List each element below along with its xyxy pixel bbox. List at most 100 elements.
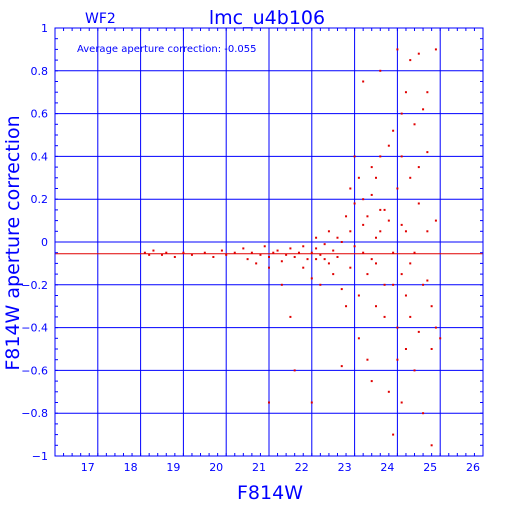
data-point-25 [297, 251, 300, 254]
data-point-14 [246, 258, 249, 261]
data-point-60 [310, 401, 313, 404]
data-point-119 [426, 279, 429, 282]
data-point-8 [203, 251, 206, 254]
data-point-84 [387, 144, 390, 147]
data-point-17 [263, 245, 266, 248]
x-tick-label-7: 24 [380, 461, 394, 474]
x-tick-labels: 17 18 19 20 21 22 23 24 25 26 [81, 461, 480, 474]
y-tick-label-4: 0.2 [31, 193, 49, 206]
data-point-123 [400, 223, 403, 226]
data-point-107 [434, 48, 437, 51]
data-point-47 [332, 273, 335, 276]
y-tick-label-10: −1 [32, 450, 48, 463]
data-point-13 [242, 247, 245, 250]
data-point-51 [349, 266, 352, 269]
data-point-112 [413, 123, 416, 126]
x-axis-label: F814W [237, 482, 303, 504]
y-tick-label-7: −0.4 [21, 322, 48, 335]
data-point-127 [434, 326, 437, 329]
y-tick-label-0: 1 [41, 22, 48, 35]
data-point-55 [366, 273, 369, 276]
data-point-75 [370, 166, 373, 169]
data-point-103 [417, 52, 420, 55]
data-point-21 [280, 260, 283, 263]
data-point-121 [383, 208, 386, 211]
annotation-average-correction: Average aperture correction: -0.055 [77, 44, 257, 55]
data-point-106 [430, 348, 433, 350]
data-point-74 [366, 358, 369, 361]
data-point-82 [400, 273, 403, 276]
data-point-94 [430, 305, 433, 308]
data-point-4 [165, 251, 168, 254]
data-point-124 [409, 262, 412, 265]
data-point-19 [272, 251, 275, 254]
data-point-0 [143, 251, 146, 254]
data-point-31 [323, 243, 326, 246]
data-point-22 [285, 253, 288, 256]
data-point-43 [315, 236, 318, 239]
data-point-9 [212, 255, 215, 258]
data-point-117 [400, 401, 403, 404]
data-point-73 [362, 198, 365, 201]
x-tick-label-2: 19 [166, 461, 180, 474]
data-point-78 [383, 315, 386, 318]
x-tick-label-8: 25 [423, 461, 437, 474]
y-tick-label-2: 0.6 [31, 108, 49, 121]
data-point-95 [434, 219, 437, 222]
data-point-99 [400, 112, 403, 115]
data-point-118 [417, 330, 420, 333]
data-point-97 [392, 433, 395, 436]
x-tick-label-1: 18 [124, 461, 138, 474]
data-point-120 [375, 176, 377, 179]
data-point-24 [293, 255, 296, 258]
data-point-11 [225, 253, 228, 256]
data-point-104 [422, 412, 425, 415]
data-point-110 [396, 48, 399, 51]
data-point-29 [315, 247, 318, 250]
data-point-101 [409, 59, 412, 62]
data-point-80 [392, 251, 395, 254]
data-point-10 [220, 249, 223, 252]
data-point-20 [276, 249, 279, 252]
data-point-45 [323, 258, 326, 261]
y-tick-label-1: 0.8 [31, 65, 49, 78]
data-points [143, 48, 442, 447]
data-point-1 [148, 253, 151, 256]
data-point-53 [357, 294, 360, 297]
data-point-5 [173, 255, 176, 258]
data-point-41 [302, 266, 305, 269]
data-point-56 [370, 193, 373, 196]
data-point-27 [306, 258, 309, 261]
data-point-42 [310, 277, 313, 280]
data-point-85 [392, 129, 395, 132]
data-point-131 [345, 305, 348, 308]
data-point-114 [430, 444, 433, 447]
data-point-36 [255, 262, 258, 265]
data-point-40 [293, 369, 296, 372]
data-point-89 [409, 176, 412, 179]
data-point-125 [417, 166, 420, 169]
data-point-88 [404, 294, 407, 297]
data-point-66 [357, 176, 360, 179]
x-tick-label-6: 23 [338, 461, 352, 474]
data-point-109 [379, 69, 382, 72]
data-point-100 [404, 348, 407, 350]
x-tick-label-3: 20 [209, 461, 223, 474]
y-tick-labels: 1 0.8 0.6 0.4 0.2 0 −0.2 −0.4 −0.6 −0.8 −1 [21, 22, 48, 463]
x-tick-label-4: 21 [252, 461, 266, 474]
data-point-71 [379, 155, 382, 158]
data-point-77 [379, 208, 382, 211]
y-axis-label: F814W aperture correction [2, 115, 24, 370]
y-tick-label-5: 0 [41, 236, 48, 249]
data-point-28 [310, 251, 313, 254]
x-tick-label-5: 22 [295, 461, 309, 474]
data-point-130 [349, 187, 352, 190]
data-point-30 [319, 253, 322, 256]
data-point-61 [340, 365, 343, 368]
data-point-81 [396, 187, 399, 190]
data-point-37 [268, 266, 270, 269]
y-tick-label-9: −0.8 [21, 407, 48, 420]
data-point-68 [366, 215, 369, 218]
data-point-38 [280, 283, 283, 286]
